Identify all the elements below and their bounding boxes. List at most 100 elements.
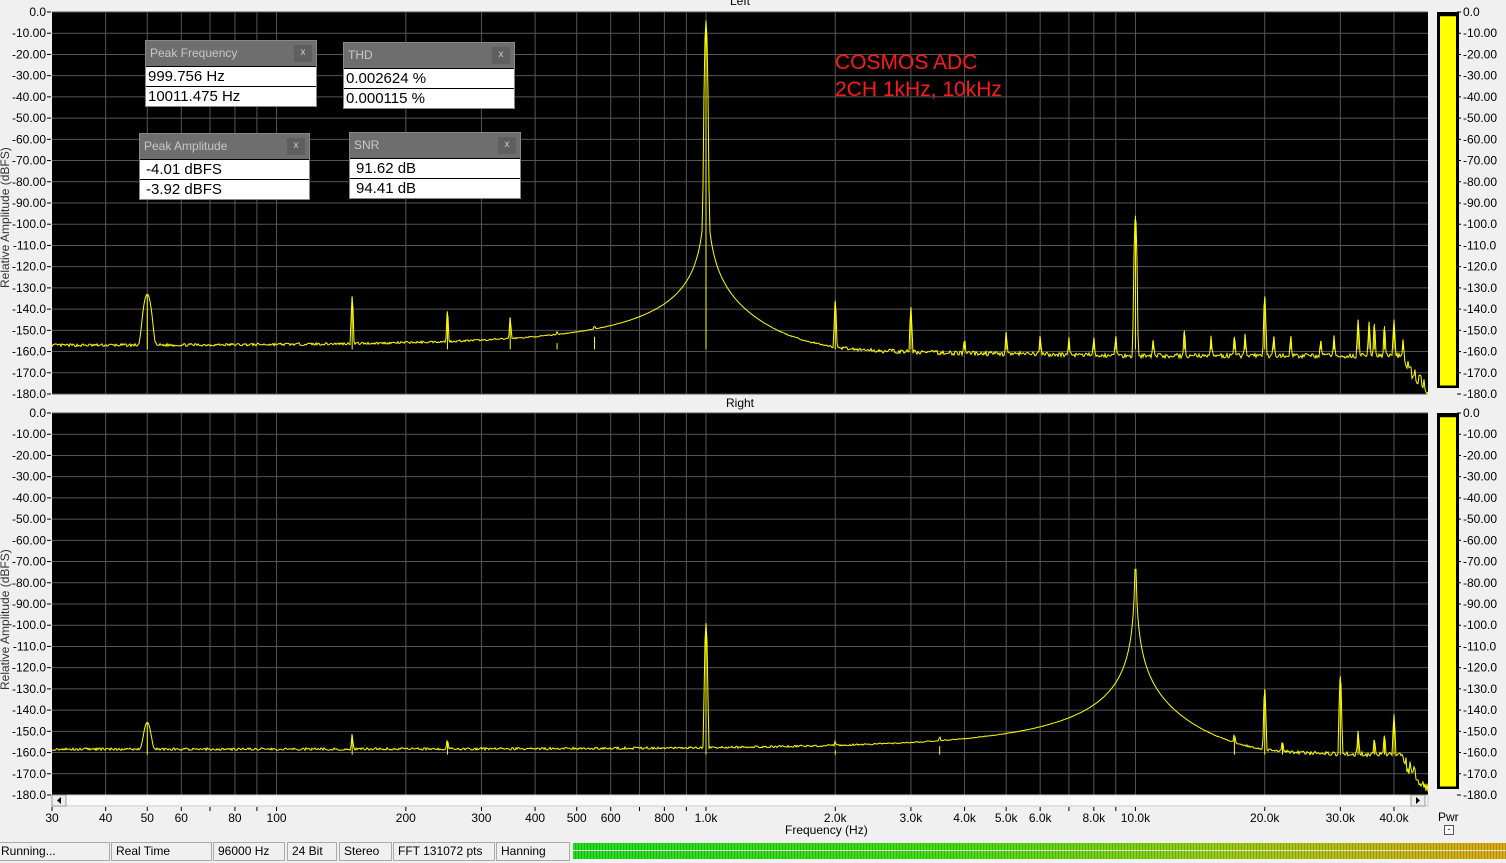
meter-tick-label: 0.0 [1463,5,1480,19]
meter-tick-label: -150.0 [1463,724,1497,738]
meter-tick-label: -50.00 [1463,512,1497,526]
left-spectrum-trace [51,20,1429,396]
meter-tick-label: -130.0 [1463,682,1497,696]
meter-tick-label: -180.0 [1463,788,1497,802]
y-tick-label: -120.0 [12,260,46,274]
x-scrollbar[interactable] [51,794,1429,807]
power-label: Pwr [1438,810,1459,824]
right-spectrum-trace [51,568,1429,792]
meter-tick-label: -130.0 [1463,281,1497,295]
y-tick-label: -90.00 [12,597,46,611]
y-tick-label: -170.0 [12,366,46,380]
x-tick-label: 200 [396,811,416,825]
y-tick-label: -140.0 [12,703,46,717]
y-tick-label: -50.00 [12,512,46,526]
close-icon[interactable]: x [287,138,305,155]
y-tick-label: -60.00 [12,132,46,146]
thd-right: 0.000115 % [344,88,514,108]
panel-title: THD [348,48,373,62]
panel-title: SNR [354,138,380,152]
close-icon[interactable]: x [492,47,510,64]
y-tick-label: -30.00 [12,470,46,484]
meter-tick-label: -60.00 [1463,533,1497,547]
snr-left: 91.62 dB [350,158,520,178]
y-tick-label: -10.00 [12,26,46,40]
x-tick-label: 800 [654,811,674,825]
x-tick-label: 2.0k [824,811,848,825]
y-tick-label: -20.00 [12,47,46,61]
meter-tick-label: -110.0 [1463,639,1496,653]
y-tick-label: -60.00 [12,533,46,547]
y-tick-label: -100.0 [12,618,46,632]
y-tick-label: -180.0 [12,788,46,802]
chevron-right-icon [1416,797,1420,804]
power-meter-fill [1440,16,1456,386]
y-tick-label: -40.00 [12,491,46,505]
x-tick-label: 3.0k [900,811,924,825]
y-tick-label: -40.00 [12,90,46,104]
peak-frequency-right: 10011.475 Hz [146,86,316,106]
panel-title: Peak Amplitude [144,139,228,153]
close-icon[interactable]: x [498,137,516,154]
meter-tick-label: -160.0 [1463,746,1497,760]
panel-title: Peak Frequency [150,46,238,60]
close-icon[interactable]: x [294,45,312,62]
meter-tick-label: -40.00 [1463,90,1497,104]
right-channel-title: Right [725,396,754,410]
peak-amplitude-panel: Peak Amplitude x -4.01 dBFS -3.92 dBFS [139,133,310,200]
x-tick-label: 60 [175,811,189,825]
x-tick-label: 4.0k [953,811,977,825]
meter-tick-label: -10.00 [1463,26,1497,40]
y-tick-label: -150.0 [12,724,46,738]
snr-panel: SNR x 91.62 dB 94.41 dB [349,132,521,199]
meter-tick-label: -150.0 [1463,323,1497,337]
y-tick-label: -130.0 [12,682,46,696]
y-tick-label: -30.00 [12,69,46,83]
meter-tick-label: -80.00 [1463,576,1497,590]
peak-frequency-panel: Peak Frequency x 999.756 Hz 10011.475 Hz [145,40,317,107]
x-tick-label: 500 [567,811,587,825]
annotation-line2: 2CH 1kHz, 10kHz [835,78,1002,101]
meter-tick-label: -50.00 [1463,111,1497,125]
status-bit-depth: 24 Bit [287,842,337,861]
x-tick-label: 80 [228,811,242,825]
peak-frequency-header[interactable]: Peak Frequency x [146,41,316,66]
meter-tick-label: -90.00 [1463,597,1497,611]
meter-tick-label: -140.0 [1463,302,1497,316]
y-axis-label-left: Relative Amplitude (dBFS) [0,147,12,288]
y-tick-label: -130.0 [12,281,46,295]
y-tick-label: -10.00 [12,427,46,441]
power-meter-fill [1440,417,1456,787]
meter-tick-label: -80.00 [1463,175,1497,189]
meter-tick-label: -90.00 [1463,196,1497,210]
x-tick-label: 400 [525,811,545,825]
x-tick-label: 6.0k [1029,811,1053,825]
snr-header[interactable]: SNR x [350,133,520,158]
y-tick-label: -80.00 [12,576,46,590]
meter-tick-label: -30.00 [1463,470,1497,484]
peak-frequency-left: 999.756 Hz [146,66,316,86]
status-mode: Real Time [111,842,212,861]
y-tick-label: -20.00 [12,448,46,462]
x-tick-label: 40 [99,811,113,825]
meter-tick-label: -140.0 [1463,703,1497,717]
meter-tick-label: -100.0 [1463,217,1497,231]
x-tick-label: 30.0k [1326,811,1356,825]
thd-header[interactable]: THD x [344,43,514,68]
thd-left: 0.002624 % [344,68,514,88]
x-tick-label: 600 [601,811,621,825]
power-collapse-button[interactable]: - [1444,825,1454,835]
chevron-left-icon [57,797,61,804]
status-running: Running... [0,842,110,861]
y-tick-label: -110.0 [13,238,46,252]
meter-tick-label: -120.0 [1463,260,1497,274]
y-tick-label: -50.00 [12,111,46,125]
meter-tick-label: -180.0 [1463,387,1497,401]
meter-tick-label: -100.0 [1463,618,1497,632]
x-tick-label: 50 [141,811,155,825]
x-tick-label: 5.0k [995,811,1019,825]
annotation-text: COSMOS ADC 2CH 1kHz, 10kHz [835,49,1002,103]
meter-tick-label: -40.00 [1463,491,1497,505]
peak-amplitude-header[interactable]: Peak Amplitude x [140,134,309,159]
